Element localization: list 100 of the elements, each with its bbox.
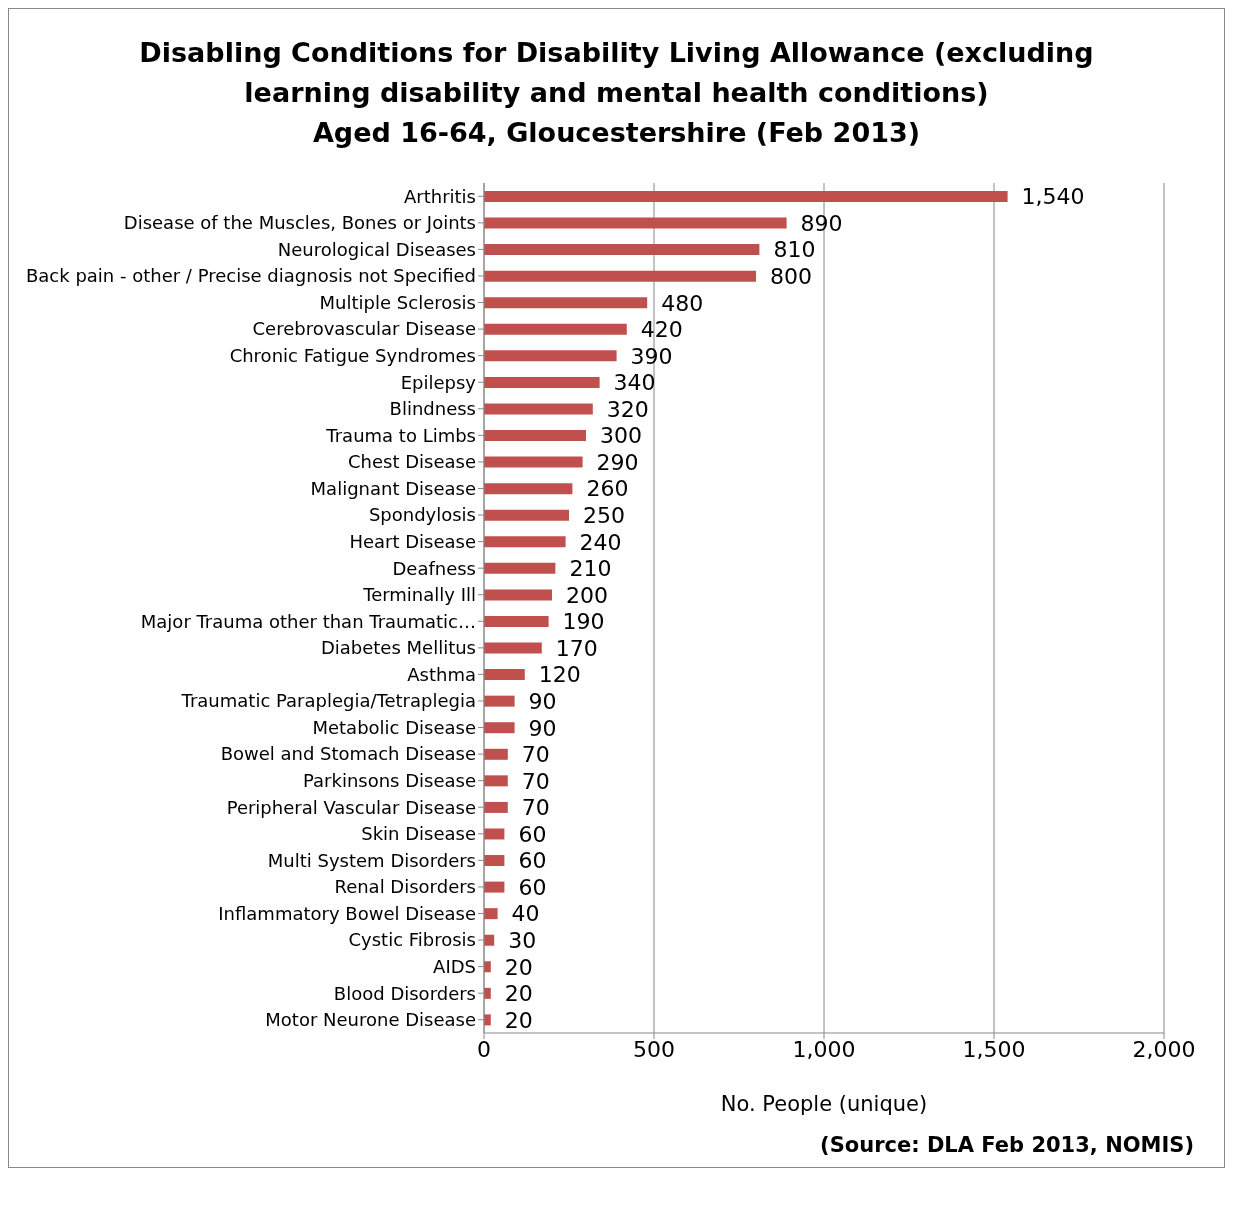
chart-title: Disabling Conditions for Disability Living Allowance (excluding learning disability and mental health conditions) <box>138 36 1095 110</box>
data-label: 30 <box>508 928 537 954</box>
data-label: 320 <box>606 396 649 422</box>
data-label: 70 <box>521 768 550 794</box>
y-tick-label: Deafness <box>392 557 476 579</box>
y-tick-label: AIDS <box>433 955 476 977</box>
data-label: 20 <box>504 981 533 1007</box>
y-tick-label: Multi System Disorders <box>267 849 476 871</box>
bar <box>484 775 508 787</box>
bar <box>484 456 583 468</box>
bar <box>484 430 586 442</box>
text: (Source: DLA Feb 2013, NOMIS) <box>819 1133 1195 1157</box>
y-tick-label: Parkinsons Disease <box>302 770 476 792</box>
data-label: 810 <box>773 237 816 263</box>
bar <box>484 323 627 335</box>
data-label: 390 <box>630 343 673 369</box>
bar <box>484 669 525 681</box>
y-tick-label: Heart Disease <box>349 530 476 552</box>
x-axis-title: No. People (unique) <box>720 1092 928 1116</box>
y-tick-label: Skin Disease <box>361 823 476 845</box>
data-label: 290 <box>596 449 639 475</box>
y-tick-label: Multiple Sclerosis <box>319 291 476 313</box>
y-tick-label: Epilepsy <box>400 371 477 393</box>
data-label: 480 <box>661 290 704 316</box>
chart-subtitle: Aged 16-64, Gloucestershire (Feb 2013) <box>311 116 922 150</box>
data-label: 90 <box>528 715 557 741</box>
data-label: 70 <box>521 742 550 768</box>
data-label: 20 <box>504 954 533 980</box>
bar <box>484 615 549 627</box>
y-tick-label: Renal Disorders <box>334 876 476 898</box>
y-tick-label: Metabolic Disease <box>312 716 476 738</box>
y-tick-label: Inflammatory Bowel Disease <box>218 902 476 924</box>
bar <box>484 509 569 521</box>
data-label: 1,540 <box>1021 184 1085 210</box>
x-tick-label: 1,500 <box>962 1036 1026 1062</box>
data-label: 890 <box>800 210 843 236</box>
bar <box>484 589 552 601</box>
y-tick-label: Motor Neurone Disease <box>265 1009 476 1031</box>
data-label: 120 <box>538 662 581 688</box>
x-tick-label: 1,000 <box>792 1036 856 1062</box>
data-label: 40 <box>511 901 540 927</box>
bar <box>484 722 515 734</box>
y-tick-label: Cystic Fibrosis <box>348 929 476 951</box>
data-label: 260 <box>586 476 629 502</box>
y-tick-label: Blood Disorders <box>333 982 476 1004</box>
data-label: 200 <box>566 582 608 608</box>
data-label: 210 <box>569 556 612 582</box>
y-tick-label: Traumatic Paraplegia/Tetraplegia <box>180 690 476 712</box>
bar <box>484 217 787 229</box>
y-tick-label: Chronic Fatigue Syndromes <box>229 345 476 367</box>
y-tick-label: Trauma to Limbs <box>325 424 476 446</box>
bar <box>484 881 505 893</box>
bar <box>484 536 566 548</box>
y-tick-label: Arthritis <box>403 185 476 207</box>
bar <box>484 376 600 388</box>
data-label: 250 <box>583 503 625 529</box>
y-tick-label: Peripheral Vascular Disease <box>226 796 476 818</box>
y-tick-label: Blindness <box>389 398 476 420</box>
bar <box>484 483 573 495</box>
bar <box>484 562 556 574</box>
bar <box>484 270 756 282</box>
bar <box>484 350 617 362</box>
bar <box>484 403 593 415</box>
bar <box>484 297 648 309</box>
y-tick-label: Disease of the Muscles, Bones or Joints <box>123 212 476 234</box>
bar <box>484 748 508 760</box>
bar <box>484 855 505 867</box>
y-tick-label: Neurological Diseases <box>277 238 476 260</box>
data-label: 20 <box>504 1007 533 1033</box>
data-label: 420 <box>640 317 683 343</box>
y-tick-label: Back pain - other / Precise diagnosis not Specified <box>25 265 476 287</box>
bar <box>484 908 498 920</box>
data-label: 240 <box>579 529 622 555</box>
bar <box>484 801 508 813</box>
data-label: 70 <box>521 795 550 821</box>
y-tick-label: Spondylosis <box>368 504 476 526</box>
x-tick-label: 2,000 <box>1132 1036 1196 1062</box>
bar <box>484 695 515 707</box>
x-tick-label: 0 <box>477 1036 491 1062</box>
y-tick-label: Diabetes Mellitus <box>320 637 476 659</box>
data-label: 300 <box>600 423 642 449</box>
y-tick-label: Terminally Ill <box>362 584 476 606</box>
y-tick-label: Malignant Disease <box>310 477 476 499</box>
data-label: 60 <box>518 874 547 900</box>
bar <box>484 642 542 654</box>
bar <box>484 828 505 840</box>
data-label: 340 <box>613 370 656 396</box>
x-tick-label: 500 <box>633 1036 675 1062</box>
y-tick-label: Cerebrovascular Disease <box>252 318 476 340</box>
data-label: 170 <box>555 635 598 661</box>
y-tick-label: Chest Disease <box>347 451 476 473</box>
data-label: 60 <box>518 848 547 874</box>
data-label: 60 <box>518 821 547 847</box>
y-tick-label: Asthma <box>407 663 476 685</box>
data-label: 190 <box>562 609 605 635</box>
y-tick-label: Major Trauma other than Traumatic… <box>140 610 476 632</box>
y-tick-label: Bowel and Stomach Disease <box>220 743 476 765</box>
bar <box>484 190 1008 202</box>
data-label: 90 <box>528 688 557 714</box>
bar <box>484 244 760 256</box>
